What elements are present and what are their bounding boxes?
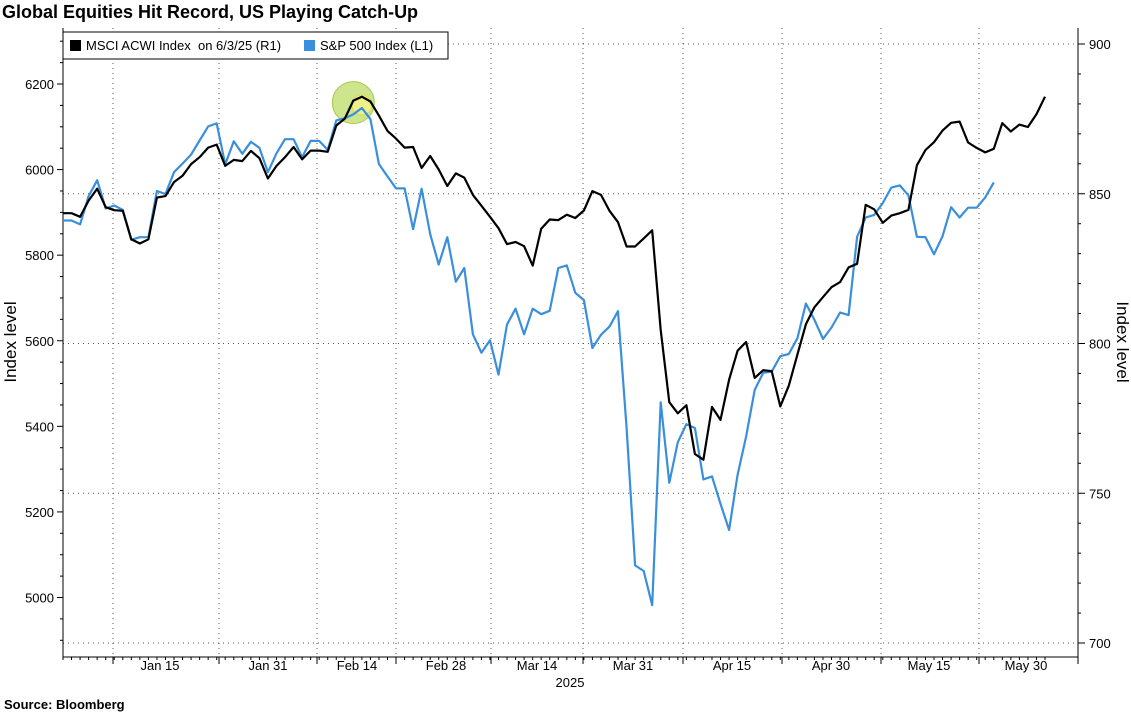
x-tick-label: Apr 30 (812, 658, 850, 673)
source-note: Source: Bloomberg (4, 697, 125, 712)
legend-label-msci: MSCI ACWI Index on 6/3/25 (R1) (86, 38, 281, 53)
gridlines (63, 28, 1079, 657)
left-tick-label: 5400 (25, 419, 54, 434)
left-tick-label: 6000 (25, 163, 54, 178)
series-line-spx (63, 106, 995, 607)
right-axis-ticks: 700 750 800 850 900 (1078, 37, 1111, 651)
right-tick-label: 850 (1089, 187, 1111, 202)
series-line-msci (63, 95, 1046, 461)
legend-box (62, 31, 449, 60)
left-tick-label: 5800 (25, 248, 54, 263)
axes (62, 28, 1079, 658)
right-tick-label: 800 (1089, 337, 1111, 352)
series-lines (63, 95, 1046, 607)
x-axis-ticks: Jan 15 Jan 31 Feb 14 Feb 28 Mar 14 Mar 31 Apr … (62, 657, 1079, 673)
left-tick-label: 5600 (25, 334, 54, 349)
y-axis-label-right: Index level (1113, 301, 1131, 382)
y-axis-label-left: Index level (1, 301, 20, 382)
x-axis-label: 2025 (556, 675, 585, 690)
x-tick-label: Feb 14 (337, 658, 377, 673)
x-tick-label: Mar 14 (517, 658, 557, 673)
x-tick-label: Feb 28 (426, 658, 466, 673)
x-tick-label: Apr 15 (713, 658, 751, 673)
chart-title: Global Equities Hit Record, US Playing C… (2, 2, 419, 22)
left-tick-label: 6200 (25, 77, 54, 92)
right-tick-label: 900 (1089, 37, 1111, 52)
legend-label-spx: S&P 500 Index (L1) (320, 38, 433, 53)
left-tick-label: 5000 (25, 591, 54, 606)
legend-swatch-msci (70, 40, 81, 51)
x-tick-label: Jan 31 (248, 658, 287, 673)
left-tick-label: 5200 (25, 505, 54, 520)
left-axis-ticks: 5000 5200 5400 5600 5800 6000 6200 (25, 40, 63, 641)
x-tick-label: May 30 (1005, 658, 1048, 673)
x-tick-label: Jan 15 (140, 658, 179, 673)
x-tick-label: May 15 (908, 658, 951, 673)
x-tick-label: Mar 31 (613, 658, 653, 673)
legend: MSCI ACWI Index on 6/3/25 (R1) S&P 500 I… (62, 31, 449, 60)
right-tick-label: 750 (1089, 486, 1111, 501)
right-tick-label: 700 (1089, 636, 1111, 651)
legend-swatch-spx (304, 40, 315, 51)
